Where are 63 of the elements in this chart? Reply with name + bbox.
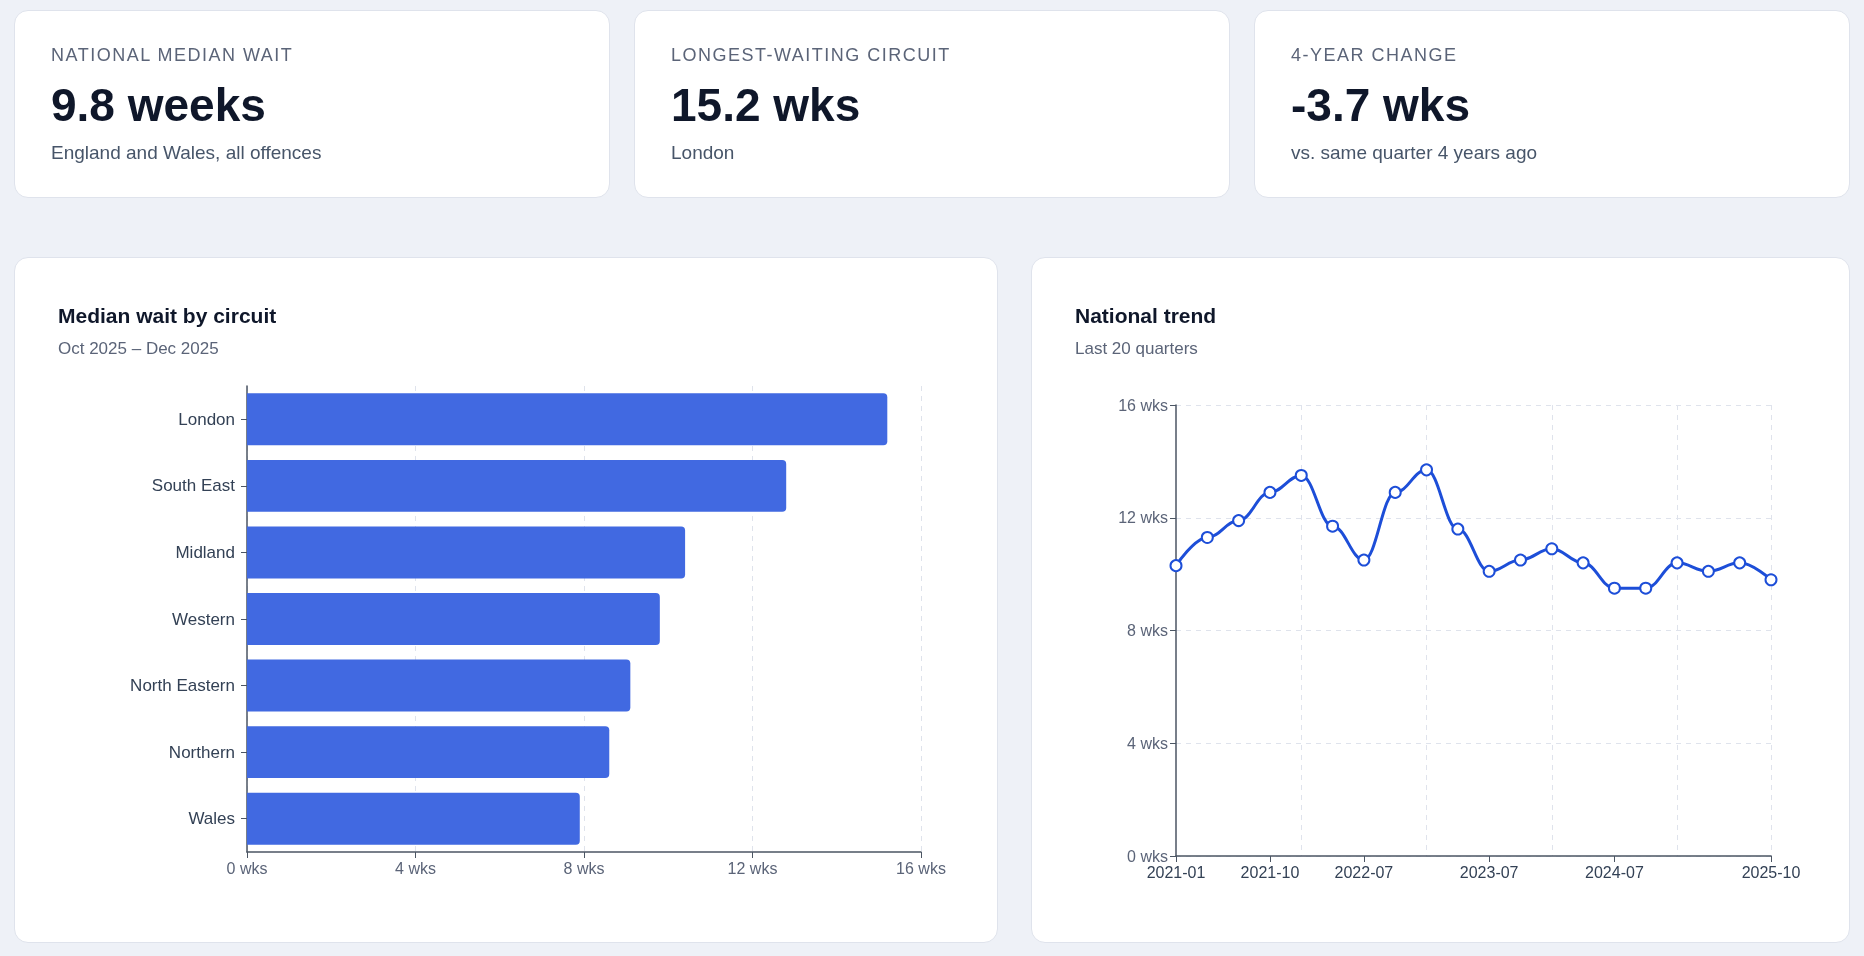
x-tick-label: 16 wks bbox=[896, 859, 946, 877]
text: NATIONAL MEDIAN WAIT bbox=[51, 45, 295, 66]
text: -3.7 wks bbox=[1291, 78, 1471, 132]
text: vs. same quarter 4 years ago bbox=[1291, 142, 1539, 164]
point bbox=[1263, 485, 1277, 499]
bar bbox=[247, 593, 660, 645]
chart-title: National trend bbox=[1075, 304, 1217, 327]
point bbox=[1232, 514, 1246, 528]
x-tick-label: 4 wks bbox=[395, 859, 436, 877]
chart-subtitle: Last 20 quarters bbox=[1075, 339, 1198, 358]
y-tick-label: North Eastern bbox=[130, 676, 235, 696]
y-tick-label: Wales bbox=[188, 809, 235, 829]
y-tick-label: Midland bbox=[175, 542, 235, 562]
y-tick-label: South East bbox=[151, 476, 236, 496]
point bbox=[1294, 468, 1308, 482]
x-tick-label: 2024-07 bbox=[1585, 863, 1644, 881]
y-tick-label: 4 wks bbox=[1127, 734, 1168, 752]
y-tick-label: 16 wks bbox=[1118, 396, 1168, 414]
bar bbox=[247, 393, 888, 446]
x-tick-label: 2025-10 bbox=[1741, 863, 1801, 881]
text: London bbox=[671, 142, 736, 164]
point bbox=[1326, 519, 1340, 533]
point bbox=[1670, 556, 1684, 570]
y-tick-label: London bbox=[178, 409, 235, 429]
point bbox=[1701, 564, 1715, 578]
bar bbox=[247, 526, 686, 579]
x-tick-label: 12 wks bbox=[727, 859, 778, 877]
point bbox=[1451, 522, 1465, 536]
y-tick-label: 8 wks bbox=[1127, 622, 1168, 639]
point bbox=[1200, 530, 1214, 544]
bar bbox=[247, 659, 631, 712]
text: England and Wales, all offences bbox=[51, 142, 323, 164]
chart-title: Median wait by circuit bbox=[58, 304, 277, 327]
bar bbox=[247, 726, 610, 779]
x-tick-label: 2023-07 bbox=[1459, 863, 1519, 881]
x-tick-label: 8 wks bbox=[563, 859, 605, 877]
text: LONGEST-WAITING CIRCUIT bbox=[671, 45, 952, 66]
x-tick-label: 2021-01 bbox=[1146, 863, 1206, 881]
y-tick-label: 0 wks bbox=[1127, 847, 1168, 865]
text: 9.8 weeks bbox=[51, 78, 267, 132]
y-tick-label: Western bbox=[172, 609, 235, 629]
point bbox=[1482, 564, 1496, 578]
point bbox=[1545, 542, 1559, 556]
point bbox=[1576, 556, 1590, 570]
text: 4-YEAR CHANGE bbox=[1291, 45, 1459, 66]
x-tick-label: 2022-07 bbox=[1334, 863, 1394, 881]
x-tick-label: 0 wks bbox=[226, 859, 268, 877]
point bbox=[1357, 553, 1371, 567]
point bbox=[1764, 573, 1778, 587]
y-tick-label: 12 wks bbox=[1118, 509, 1168, 527]
y-tick-label: Northern bbox=[168, 742, 235, 762]
bar bbox=[247, 792, 580, 845]
point bbox=[1607, 581, 1621, 595]
point bbox=[1388, 485, 1402, 499]
point bbox=[1639, 581, 1653, 595]
bar bbox=[247, 459, 787, 512]
point bbox=[1420, 463, 1434, 477]
chart-subtitle: Oct 2025 – Dec 2025 bbox=[58, 339, 219, 358]
point bbox=[1513, 553, 1527, 567]
text: 15.2 wks bbox=[671, 78, 862, 132]
x-tick-label: 2021-10 bbox=[1240, 863, 1300, 881]
point bbox=[1733, 556, 1747, 570]
point bbox=[1169, 559, 1183, 573]
